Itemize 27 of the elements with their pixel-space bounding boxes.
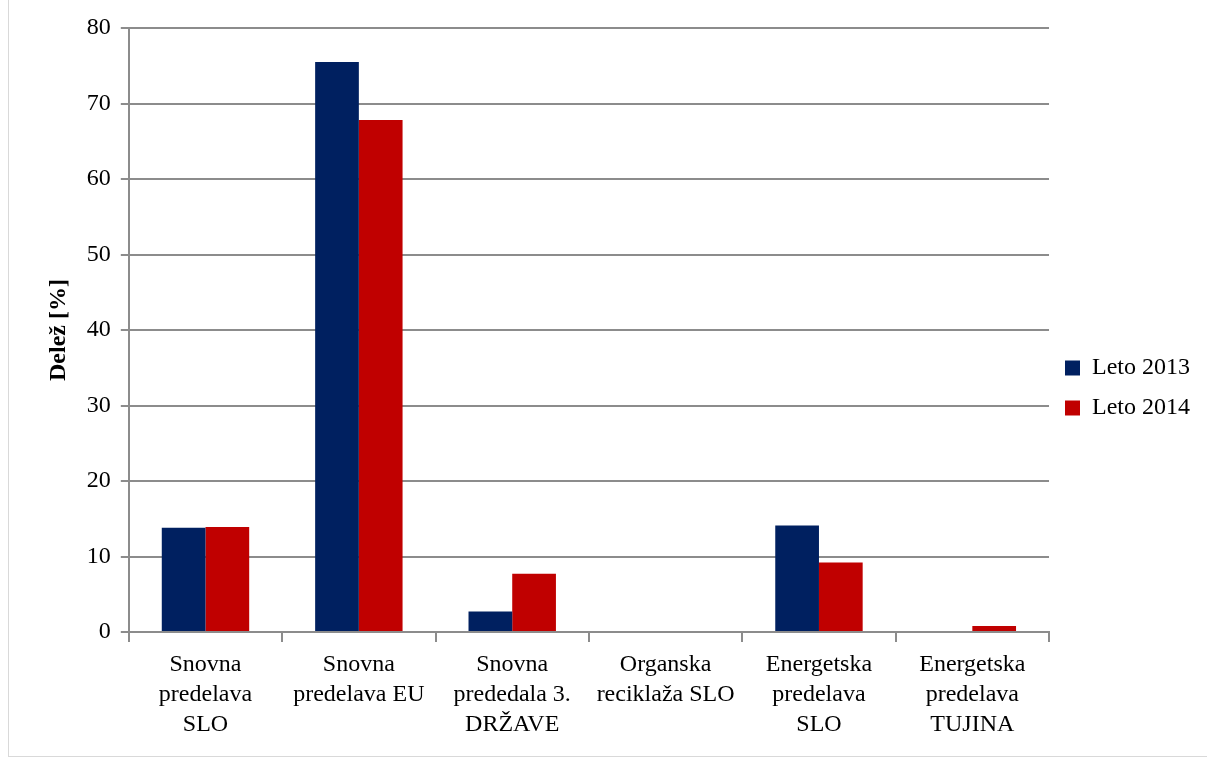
y-tick-label: 10 [86, 541, 111, 568]
y-axis-title: Delež [%] [43, 279, 70, 381]
bar [512, 573, 556, 631]
y-tick-label: 50 [86, 239, 111, 266]
bar [205, 527, 250, 631]
y-tick-label: 80 [86, 13, 111, 40]
y-tick-label: 30 [86, 390, 111, 417]
x-tick-label: Snovna predelava SLO [158, 650, 253, 737]
y-tick-label: 40 [86, 315, 111, 342]
bar [775, 525, 819, 631]
legend-label: Leto 2013 [1092, 353, 1190, 380]
legend-label: Leto 2014 [1092, 393, 1190, 420]
x-tick-label: Energetska predelava TUJINA [919, 650, 1026, 737]
bar [315, 61, 359, 631]
x-tick-label: Energetska predelava SLO [765, 650, 873, 737]
y-tick-label: 70 [86, 88, 111, 115]
x-tick-label: Snovna predelava EU [293, 650, 425, 707]
y-tick-label: 20 [86, 466, 111, 493]
x-tick-label: Organska reciklaža SLO [596, 650, 735, 707]
bar [972, 625, 1017, 631]
y-tick-label: 0 [98, 617, 111, 644]
bar [818, 562, 863, 631]
bar [358, 120, 403, 631]
y-tick-label: 60 [86, 164, 111, 191]
bar [161, 527, 206, 631]
bar [468, 611, 513, 631]
x-tick-label: Snovna prededala 3. DRŽAVE [453, 650, 571, 737]
